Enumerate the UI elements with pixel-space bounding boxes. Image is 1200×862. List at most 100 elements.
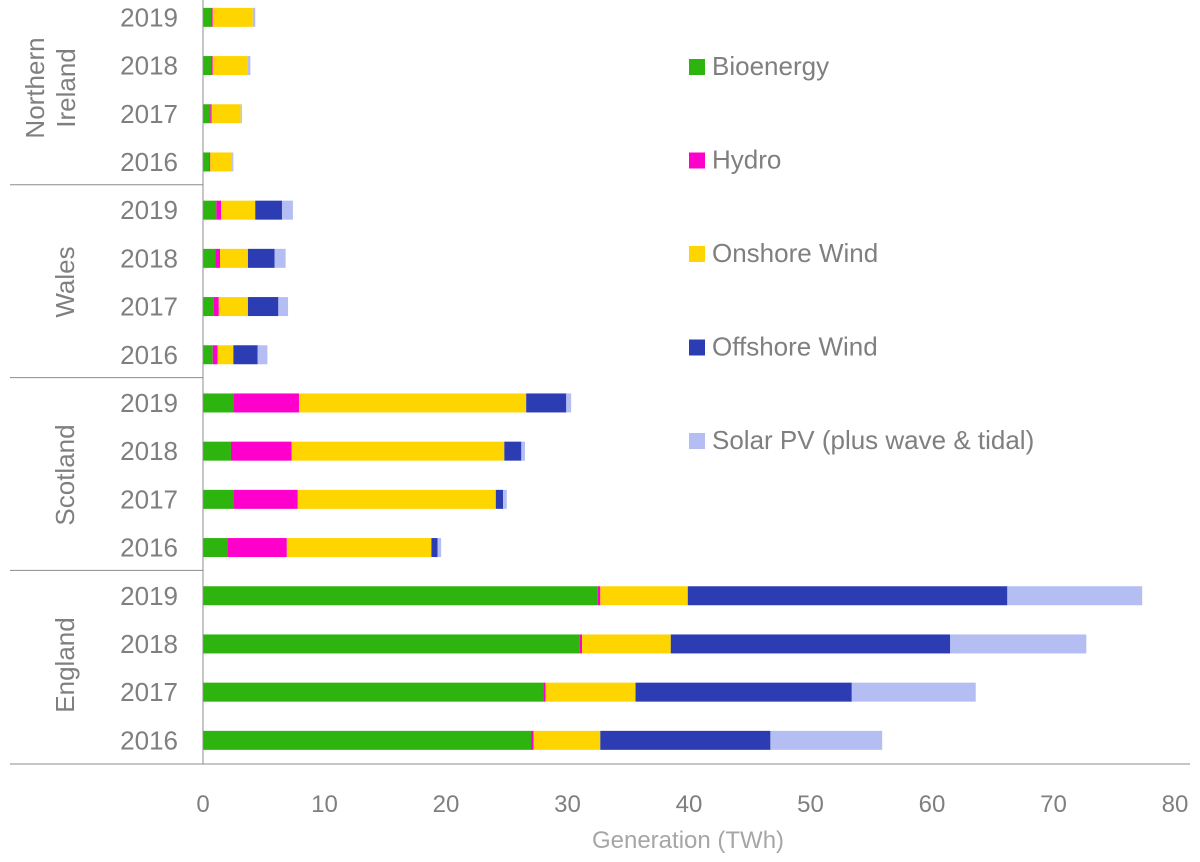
bar-segment-england-2019-offshore [687, 586, 1008, 606]
bar-segment-wales-2017-bioenergy [203, 297, 214, 317]
x-tick-label: 40 [676, 791, 703, 818]
bar-segment-wales-2019-solar [281, 200, 293, 220]
y-tick-label: 2018 [120, 243, 178, 273]
y-tick-label: 2016 [120, 725, 178, 755]
group-label: England [50, 617, 80, 712]
bar-segment-scotland-2018-onshore [291, 441, 505, 461]
group-labels: Northern Ireland Wales Scotland England [20, 37, 81, 712]
bar-segment-england-2018-offshore [670, 634, 951, 654]
bar-segment-england-2016-bioenergy [203, 730, 532, 750]
bar-segment-wales-2016-bioenergy [203, 345, 213, 365]
group-label: Ireland [51, 48, 81, 128]
bar-segment-wales-2017-onshore [218, 297, 248, 317]
group-label: Northern [20, 37, 50, 138]
bar-segment-northern-ireland-2017-onshore [211, 104, 241, 124]
bar-segment-northern-ireland-2019-solar [252, 7, 256, 27]
legend-swatch [689, 246, 705, 262]
x-tick-label: 20 [433, 791, 460, 818]
y-tick-label: 2016 [120, 340, 178, 370]
legend-label: Onshore Wind [712, 238, 878, 268]
legend-label: Hydro [712, 145, 781, 175]
bar-segment-northern-ireland-2017-bioenergy [203, 104, 211, 124]
bar-segment-england-2018-onshore [582, 634, 671, 654]
group-label: Scotland [50, 424, 80, 525]
bar-segment-scotland-2018-solar [521, 441, 525, 461]
bar-segment-england-2017-solar [851, 682, 976, 702]
y-tick-label: 2016 [120, 147, 178, 177]
bar-segment-northern-ireland-2018-solar [247, 56, 251, 76]
bar-segment-scotland-2019-hydro [233, 393, 299, 413]
legend-label: Offshore Wind [712, 332, 878, 362]
bar-segment-wales-2017-solar [278, 297, 289, 317]
bar-segment-northern-ireland-2017-hydro [210, 104, 212, 124]
bar-segment-northern-ireland-2016-onshore [210, 152, 233, 172]
bar-segment-northern-ireland-2018-hydro [211, 56, 213, 76]
bar-segment-england-2018-hydro [579, 634, 583, 654]
y-tick-label: 2017 [120, 292, 178, 322]
axes-layer [10, 0, 1190, 765]
bar-segment-scotland-2018-hydro [230, 441, 292, 461]
x-tick-labels: 0 10 20 30 40 50 60 70 80 [196, 791, 1188, 818]
bar-segment-scotland-2019-onshore [298, 393, 527, 413]
group-label: Wales [50, 246, 80, 317]
bar-segment-northern-ireland-2016-solar [232, 152, 234, 172]
bar-segment-wales-2018-solar [274, 248, 286, 268]
y-tick-label: 2019 [120, 195, 178, 225]
y-tick-label: 2017 [120, 677, 178, 707]
bar-segment-northern-ireland-2016-hydro [209, 152, 211, 172]
x-tick-label: 10 [311, 791, 338, 818]
bar-segment-england-2017-bioenergy [203, 682, 544, 702]
y-tick-label: 2017 [120, 99, 178, 129]
bar-segment-england-2017-offshore [635, 682, 852, 702]
bar-segment-wales-2016-onshore [217, 345, 234, 365]
x-tick-label: 80 [1162, 791, 1189, 818]
y-tick-label: 2019 [120, 388, 178, 418]
bar-segment-wales-2019-onshore [221, 200, 256, 220]
bar-segment-scotland-2018-bioenergy [203, 441, 231, 461]
bar-segment-northern-ireland-2019-onshore [212, 7, 253, 27]
bar-segment-wales-2019-bioenergy [203, 200, 217, 220]
bar-segment-wales-2016-hydro [212, 345, 218, 365]
bar-segment-northern-ireland-2017-solar [240, 104, 242, 124]
bar-segment-england-2018-bioenergy [203, 634, 580, 654]
bar-segment-scotland-2016-bioenergy [203, 538, 228, 558]
bar-segment-england-2016-solar [770, 730, 883, 750]
bar-segment-scotland-2016-offshore [431, 538, 438, 558]
bar-segment-scotland-2017-onshore [297, 489, 496, 509]
bar-segment-england-2017-onshore [545, 682, 636, 702]
bar-segment-northern-ireland-2016-bioenergy [203, 152, 210, 172]
bar-segment-england-2019-solar [1007, 586, 1143, 606]
bar-segment-england-2019-bioenergy [203, 586, 598, 606]
bar-segment-wales-2019-hydro [216, 200, 222, 220]
x-axis-title: Generation (TWh) [592, 827, 784, 854]
bars-layer [203, 7, 1143, 750]
bar-segment-scotland-2016-hydro [227, 538, 287, 558]
legend-swatch [689, 152, 705, 169]
bar-segment-northern-ireland-2019-hydro [211, 7, 213, 27]
bar-segment-wales-2018-offshore [247, 248, 275, 268]
bar-segment-northern-ireland-2018-onshore [212, 56, 248, 76]
x-tick-label: 0 [196, 791, 209, 818]
y-tick-label: 2018 [120, 436, 178, 466]
legend-label: Solar PV (plus wave & tidal) [712, 425, 1034, 455]
x-tick-label: 60 [919, 791, 946, 818]
bar-segment-northern-ireland-2019-bioenergy [203, 7, 212, 27]
legend-swatch [689, 433, 705, 449]
y-tick-label: 2018 [120, 629, 178, 659]
bar-segment-wales-2017-offshore [247, 297, 279, 317]
bar-segment-scotland-2016-solar [437, 538, 442, 558]
x-tick-label: 30 [554, 791, 581, 818]
bar-segment-wales-2016-solar [257, 345, 268, 365]
bar-segment-wales-2018-onshore [220, 248, 248, 268]
bar-segment-wales-2018-bioenergy [203, 248, 216, 268]
bar-segment-wales-2016-offshore [233, 345, 258, 365]
bar-segment-wales-2019-offshore [255, 200, 282, 220]
bar-segment-england-2018-solar [950, 634, 1087, 654]
bar-segment-wales-2018-hydro [215, 248, 221, 268]
bar-segment-scotland-2017-offshore [495, 489, 504, 509]
bar-segment-scotland-2019-offshore [526, 393, 567, 413]
bar-segment-scotland-2017-solar [503, 489, 507, 509]
y-tick-label: 2016 [120, 533, 178, 563]
y-tick-label: 2019 [120, 581, 178, 611]
